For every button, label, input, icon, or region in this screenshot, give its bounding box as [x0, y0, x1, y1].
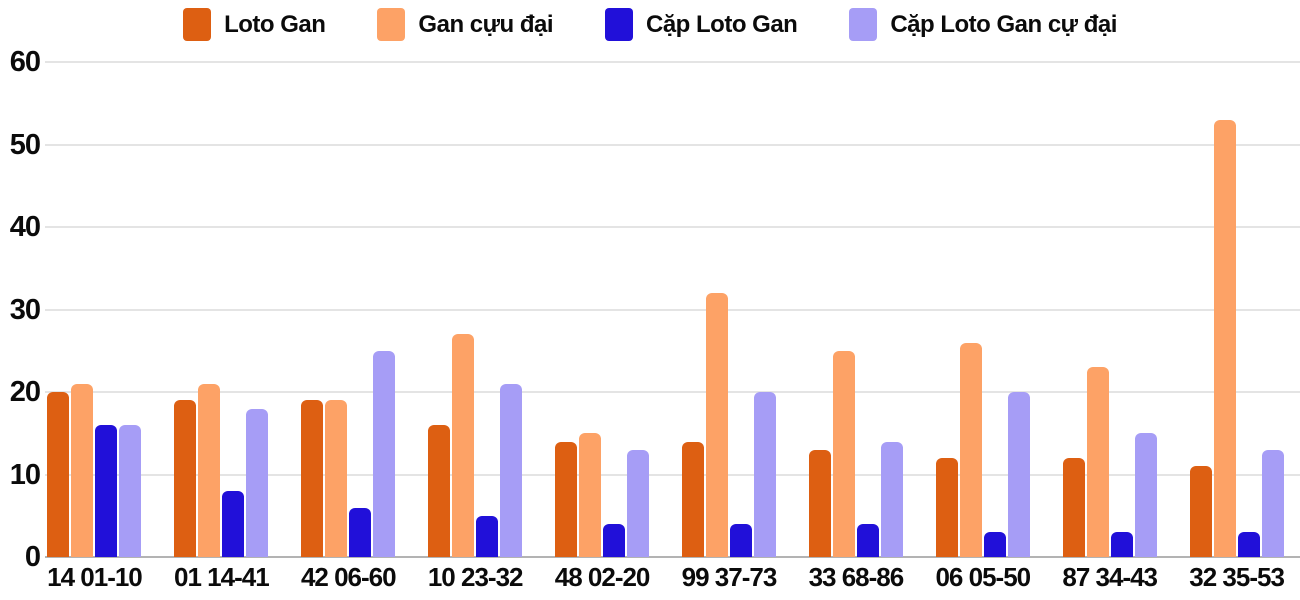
x-category-label: 14 01-10 — [47, 562, 143, 592]
y-tick-label: 20 — [9, 376, 41, 408]
gridline — [45, 391, 1300, 393]
bar-loto-gan[interactable] — [681, 441, 704, 557]
bar-gan-cựu-đại[interactable] — [71, 383, 94, 557]
bar-loto-gan[interactable] — [174, 400, 197, 557]
bar-gan-cựu-đại[interactable] — [325, 400, 348, 557]
x-category-label: 06 05-50 — [935, 562, 1031, 592]
gridline — [45, 308, 1300, 311]
chart-legend: Loto Gan Gan cựu đại Cặp Loto Gan Cặp Loto … — [0, 8, 1300, 41]
gridline — [45, 473, 1300, 476]
bar-cặp-loto-gan[interactable] — [476, 515, 499, 557]
bar-group-87-34-43 — [1046, 62, 1173, 557]
legend-label: Cặp Loto Gan — [646, 10, 798, 38]
bar-group-33-68-86 — [792, 62, 919, 557]
bar-cặp-loto-gan-cự-đại[interactable] — [753, 392, 776, 557]
legend-item-1[interactable]: Gan cựu đại — [377, 8, 553, 41]
y-tick-label: 50 — [9, 128, 41, 161]
x-category-label: 99 37-73 — [681, 562, 778, 592]
x-axis-line — [45, 556, 1300, 558]
y-tick-label: 60 — [9, 46, 41, 78]
legend-item-3[interactable]: Cặp Loto Gan cự đại — [849, 8, 1117, 41]
legend-label: Loto Gan — [224, 10, 326, 38]
legend-label: Cặp Loto Gan cự đại — [890, 10, 1117, 38]
bar-gan-cựu-đại[interactable] — [1213, 119, 1236, 557]
bar-group-48-02-20 — [539, 62, 666, 557]
legend-swatch-icon — [849, 8, 878, 41]
bar-loto-gan[interactable] — [1062, 458, 1085, 557]
bar-loto-gan[interactable] — [555, 441, 578, 557]
bar-gan-cựu-đại[interactable] — [705, 293, 728, 557]
y-tick-label: 40 — [9, 211, 41, 243]
x-category-label: 01 14-41 — [174, 562, 270, 592]
bar-gan-cựu-đại[interactable] — [1086, 367, 1109, 557]
bar-group-14-01-10 — [31, 62, 158, 557]
bar-cặp-loto-gan-cự-đại[interactable] — [373, 350, 396, 557]
gridline — [45, 226, 1300, 228]
legend-item-0[interactable]: Loto Gan — [183, 8, 326, 41]
bar-group-06-05-50 — [919, 62, 1046, 557]
bar-cặp-loto-gan[interactable] — [349, 507, 372, 557]
bar-gan-cựu-đại[interactable] — [832, 350, 855, 557]
bar-cặp-loto-gan-cự-đại[interactable] — [246, 408, 269, 557]
y-tick-label: 30 — [9, 293, 41, 326]
bar-group-32-35-53 — [1173, 62, 1300, 557]
legend-label: Gan cựu đại — [418, 10, 553, 38]
legend-swatch-icon — [377, 8, 406, 41]
bar-cặp-loto-gan[interactable] — [603, 524, 626, 557]
legend-item-2[interactable]: Cặp Loto Gan — [605, 8, 798, 41]
bar-cặp-loto-gan[interactable] — [1110, 532, 1133, 557]
bar-cặp-loto-gan-cự-đại[interactable] — [500, 383, 523, 557]
bar-loto-gan[interactable] — [301, 400, 324, 557]
bar-group-99-37-73 — [666, 62, 793, 557]
bar-cặp-loto-gan-cự-đại[interactable] — [1134, 433, 1157, 557]
bar-gan-cựu-đại[interactable] — [579, 433, 602, 557]
bar-cặp-loto-gan[interactable] — [983, 532, 1006, 557]
bar-cặp-loto-gan-cự-đại[interactable] — [1007, 392, 1030, 557]
bar-group-42-06-60 — [285, 62, 412, 557]
bar-group-10-23-32 — [412, 62, 539, 557]
bar-cặp-loto-gan-cự-đại[interactable] — [880, 441, 903, 557]
bar-cặp-loto-gan[interactable] — [856, 524, 879, 557]
bar-loto-gan[interactable] — [935, 458, 958, 557]
bar-group-01-14-41 — [158, 62, 285, 557]
x-category-label: 10 23-32 — [427, 562, 524, 592]
bar-cặp-loto-gan[interactable] — [95, 425, 118, 557]
gridline — [45, 61, 1300, 63]
bar-cặp-loto-gan[interactable] — [1237, 532, 1260, 557]
x-category-label: 33 68-86 — [808, 562, 905, 592]
bar-cặp-loto-gan-cự-đại[interactable] — [1261, 449, 1284, 557]
y-tick-label: 10 — [9, 458, 41, 491]
bar-loto-gan[interactable] — [808, 449, 831, 557]
bar-loto-gan[interactable] — [47, 392, 70, 557]
bar-cặp-loto-gan[interactable] — [729, 524, 752, 557]
bar-cặp-loto-gan-cự-đại[interactable] — [627, 449, 650, 557]
bar-gan-cựu-đại[interactable] — [452, 334, 475, 557]
bar-loto-gan[interactable] — [428, 425, 451, 557]
legend-swatch-icon — [605, 8, 633, 41]
gridline — [45, 143, 1300, 146]
bar-cặp-loto-gan-cự-đại[interactable] — [119, 425, 142, 557]
bar-gan-cựu-đại[interactable] — [959, 342, 982, 557]
plot-area — [31, 62, 1300, 557]
x-category-label: 32 35-53 — [1189, 562, 1285, 592]
y-tick-label: 0 — [24, 541, 41, 573]
x-category-label: 48 02-20 — [554, 562, 651, 592]
bar-cặp-loto-gan[interactable] — [222, 491, 245, 557]
bar-gan-cựu-đại[interactable] — [198, 383, 221, 557]
bar-loto-gan[interactable] — [1189, 466, 1212, 557]
x-category-label: 87 34-43 — [1062, 562, 1158, 592]
x-axis-labels: 14 01-10 01 14-41 42 06-60 10 23-32 48 02-20… — [31, 562, 1300, 593]
legend-swatch-icon — [183, 8, 212, 41]
x-category-label: 42 06-60 — [300, 562, 397, 592]
